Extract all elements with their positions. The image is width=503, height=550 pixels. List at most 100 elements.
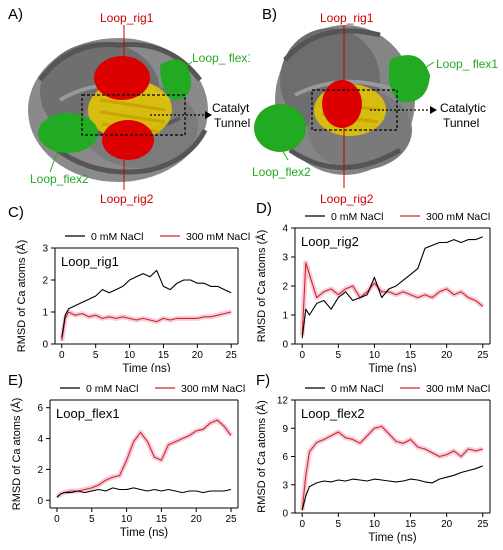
legend-label: 300 mM NaCl: [181, 383, 245, 395]
x-tick-label: 10: [369, 519, 381, 530]
y-tick-label: 4: [282, 224, 288, 235]
series-line: [61, 269, 232, 338]
x-tick-label: 10: [124, 350, 136, 361]
chart-title: Loop_flex1: [56, 406, 120, 421]
y-tick-label: 0: [282, 340, 288, 351]
tunnel-box: [81, 94, 186, 136]
flex2-pointer: [281, 149, 289, 161]
chart-title: Loop_flex2: [301, 406, 365, 421]
rmsd-chart-e: 0 mM NaCl 300 mM NaCl 0 5 10 15 20 25 0 2 4 6 Time (…: [10, 383, 245, 539]
x-axis-label: Time (ns): [120, 527, 168, 539]
y-tick-label: 0: [37, 496, 43, 507]
series-line: [301, 262, 484, 336]
x-tick-label: 5: [336, 350, 342, 361]
label-loop-rig1: Loop_rig1: [100, 11, 154, 25]
y-axis-label: RMSD of Ca atoms (Å): [255, 230, 268, 342]
legend-label: 0 mM NaCl: [331, 383, 384, 395]
x-tick-label: 20: [192, 350, 204, 361]
x-tick-label: 10: [121, 514, 133, 525]
x-tick-label: 5: [89, 514, 95, 525]
y-axis-label: RMSD of Ca atoms (Å): [255, 400, 268, 512]
series-line: [301, 465, 483, 511]
legend-label: 300 mM NaCl: [426, 211, 490, 223]
loop-flex2-region: [254, 104, 306, 152]
x-axis-label: Time (ns): [368, 363, 416, 372]
y-tick-label: 2: [42, 276, 48, 287]
loop-rig1-region: [94, 56, 150, 100]
y-axis-label: RMSD of Ca atoms (Å): [10, 398, 23, 510]
label-loop-rig2: Loop_rig2: [320, 192, 374, 206]
x-tick-label: 25: [225, 514, 237, 525]
series-line: [301, 425, 483, 511]
y-tick-label: 6: [282, 452, 288, 463]
loop-flex2-region: [38, 113, 98, 153]
tunnel-arrowhead: [205, 111, 212, 119]
series-line: [61, 311, 232, 341]
rmsd-chart-d: 0 mM NaCl 300 mM NaCl 0 5 10 15 20 25 0 1 2 3 4 Time …: [255, 211, 491, 372]
label-tunnel-1: Catalytic: [212, 101, 250, 115]
x-tick-label: 0: [299, 350, 305, 361]
loop-flex1-region: [388, 55, 430, 103]
x-tick-label: 25: [477, 519, 489, 530]
panel-label-a: A): [8, 6, 23, 23]
label-tunnel-2: Tunnel: [214, 116, 250, 130]
legend-label: 0 mM NaCl: [91, 231, 144, 243]
panel-label-c: C): [8, 204, 24, 221]
x-tick-label: 15: [156, 514, 168, 525]
x-tick-label: 0: [54, 514, 60, 525]
y-axis-label: RMSD of Ca atoms (Å): [15, 240, 28, 352]
label-loop-rig1: Loop_rig1: [320, 11, 374, 25]
tunnel-arrowhead: [430, 106, 437, 114]
y-tick-label: 3: [42, 244, 48, 255]
x-tick-label: 5: [93, 350, 99, 361]
y-tick-label: 9: [282, 424, 288, 435]
series-band: [299, 423, 484, 511]
label-loop-flex2: Loop_flex2: [30, 172, 89, 186]
legend-label: 300 mM NaCl: [186, 231, 250, 243]
y-tick-label: 1: [42, 308, 48, 319]
x-tick-label: 10: [369, 350, 381, 361]
x-tick-label: 0: [299, 519, 305, 530]
x-tick-label: 25: [226, 350, 238, 361]
rmsd-chart-c: 0 mM NaCl 300 mM NaCl 0 5 10 15 20 25 0 1 2 3 Time (…: [15, 231, 250, 372]
series-band: [55, 417, 234, 500]
x-tick-label: 20: [441, 350, 453, 361]
panel-label-f: F): [256, 372, 271, 389]
series-line: [301, 236, 484, 339]
x-axis-label: Time (ns): [122, 363, 170, 372]
series-band: [299, 260, 485, 336]
label-loop-flex2: Loop_flex2: [252, 165, 311, 179]
loop-rig1-region: [322, 80, 362, 128]
label-tunnel-2: Tunnel: [443, 116, 479, 130]
chart-title: Loop_rig2: [301, 234, 359, 249]
legend-label: 0 mM NaCl: [86, 383, 139, 395]
y-tick-label: 3: [282, 253, 288, 264]
tunnel-box: [311, 89, 398, 131]
series-line: [56, 419, 232, 498]
y-tick-label: 12: [277, 396, 289, 407]
x-tick-label: 25: [477, 350, 489, 361]
y-tick-label: 3: [282, 480, 288, 491]
y-tick-label: 4: [37, 434, 43, 445]
x-tick-label: 0: [59, 350, 65, 361]
label-tunnel-1: Catalytic: [440, 101, 486, 115]
loop-flex1-region: [160, 59, 191, 100]
panel-label-e: E): [8, 372, 23, 389]
legend-label: 0 mM NaCl: [331, 211, 384, 223]
structure-b: Loop_rig1 Loop_rig2 Loop_ flex1 Loop_fle…: [252, 11, 498, 206]
rmsd-chart-f: 0 mM NaCl 300 mM NaCl 0 5 10 15 20 25 0 3 6 9 12 Time…: [255, 383, 491, 544]
label-loop-rig2: Loop_rig2: [100, 192, 154, 206]
y-tick-label: 0: [42, 340, 48, 351]
y-tick-label: 2: [282, 282, 288, 293]
x-tick-label: 15: [405, 350, 417, 361]
y-tick-label: 6: [37, 403, 43, 414]
label-loop-flex1: Loop_ flex1: [436, 57, 498, 71]
chart-title: Loop_rig1: [61, 254, 119, 269]
panel-label-b: B): [262, 6, 277, 23]
x-tick-label: 20: [441, 519, 453, 530]
x-tick-label: 20: [191, 514, 203, 525]
label-loop-flex1: Loop_ flex1: [192, 51, 250, 65]
x-tick-label: 15: [158, 350, 170, 361]
x-tick-label: 5: [336, 519, 342, 530]
legend-label: 300 mM NaCl: [426, 383, 490, 395]
